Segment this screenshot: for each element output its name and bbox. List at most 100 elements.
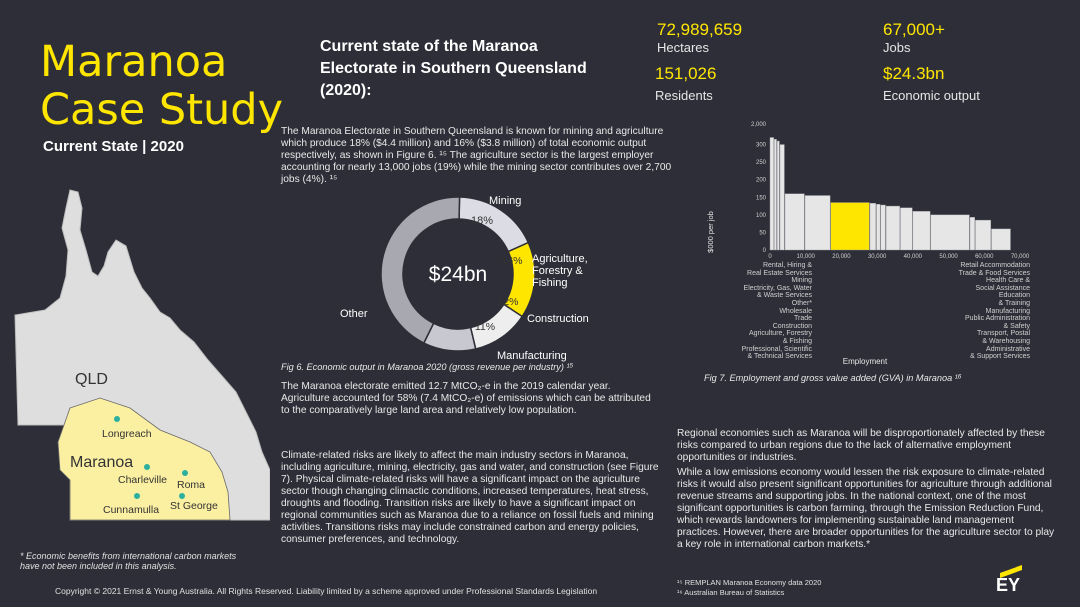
copyright-text: Copyright © 2021 Ernst & Young Australia… <box>55 586 598 596</box>
map-pins <box>114 416 188 499</box>
pin-st-george <box>179 493 185 499</box>
stat-jobs: 67,000+ Jobs <box>883 20 945 55</box>
donut-pct-construction: 12% <box>497 296 518 308</box>
y-tick-label: 300 <box>756 143 767 149</box>
chart-bar <box>876 204 881 251</box>
chart-bar <box>969 217 975 251</box>
industry-label: & Warehousing <box>982 337 1030 345</box>
references: ¹⁵ REMPLAN Maranoa Economy data 2020 ¹⁶ … <box>677 578 821 598</box>
donut-label-mining: Mining <box>489 195 522 207</box>
pin-cunnamulla <box>134 493 140 499</box>
x-tick-label: 0 <box>768 254 772 260</box>
pin-longreach <box>114 416 120 422</box>
region-label: Maranoa <box>70 454 133 471</box>
x-tick-label: 20,000 <box>832 254 851 260</box>
industry-label: Other* <box>791 299 812 307</box>
donut-label-other: Other <box>340 308 368 320</box>
donut-center-value: $24bn <box>429 263 487 286</box>
x-tick-label: 50,000 <box>939 254 958 260</box>
stat-value: $24.3bn <box>883 64 945 83</box>
chart-bar <box>769 137 774 251</box>
maranoa-region <box>57 397 231 521</box>
industry-label: & Waste Services <box>757 292 812 300</box>
industry-label: & Fishing <box>782 337 812 345</box>
industry-label: Health Care & <box>986 277 1030 285</box>
y-tick-label: 250 <box>756 160 767 166</box>
chart-bar <box>784 193 805 251</box>
stat-value: 67,000+ <box>883 20 945 39</box>
industry-label: Rental, Hiring & <box>762 262 812 269</box>
donut-pct-mining: 18% <box>471 215 493 227</box>
chart-bar <box>880 204 886 251</box>
chart-bar <box>869 203 877 251</box>
queensland-map: QLD Maranoa Longreach Charleville Roma C… <box>14 189 270 521</box>
x-tick-label: 10,000 <box>797 254 816 260</box>
industry-label: & Technical Services <box>747 353 812 361</box>
y-tick-label: 2,000 <box>751 122 767 128</box>
town-st-george: St George <box>170 500 218 512</box>
chart-bar <box>779 144 785 251</box>
industry-label: Trade <box>793 315 812 323</box>
chart-bar <box>900 207 913 251</box>
chart-bar <box>912 211 931 251</box>
industry-label: & Safety <box>1003 322 1030 330</box>
industry-label: Administrative <box>986 345 1030 353</box>
stat-residents: 151,026 Residents <box>655 64 716 103</box>
ey-logo-text: EY <box>996 575 1021 595</box>
town-charleville: Charleville <box>118 474 167 486</box>
x-tick-label: 70,000 <box>1011 254 1030 260</box>
y-tick-label: 200 <box>756 178 767 184</box>
industry-label: Professional, Scientific <box>741 345 812 353</box>
donut-label-manufacturing: Manufacturing <box>497 350 567 362</box>
y-tick-label: 50 <box>759 230 766 236</box>
industry-label: Real Estate Services <box>747 269 812 277</box>
stat-label: Hectares <box>657 40 710 55</box>
y-tick-label: 100 <box>756 213 767 219</box>
y-tick-label: 0 <box>763 248 767 254</box>
risks-paragraph: Climate-related risks are likely to affe… <box>281 450 659 545</box>
chart-bar <box>776 140 780 251</box>
chart-left-labels: Rental, Hiring & Real Estate Services Mini… <box>712 262 812 361</box>
reference-16: ¹⁶ Australian Bureau of Statistics <box>677 588 785 597</box>
fig7-caption: Fig 7. Employment and gross value added … <box>704 373 962 383</box>
donut-segment-other <box>380 196 461 345</box>
y-tick-label: 150 <box>756 195 767 201</box>
town-cunnamulla: Cunnamulla <box>103 504 159 516</box>
chart-bar <box>830 202 870 251</box>
donut-label-construction: Construction <box>527 313 589 325</box>
x-axis-label: Employment <box>843 357 888 366</box>
section-heading: Current state of the Maranoa Electorate … <box>320 38 587 99</box>
emissions-paragraph: The Maranoa electorate emitted 12.7 MtCO… <box>281 381 651 416</box>
town-longreach: Longreach <box>102 428 152 440</box>
chart-bar <box>991 228 1011 251</box>
industry-label: Construction <box>772 322 812 330</box>
donut-pct-agri: 16% <box>501 255 522 267</box>
town-roma: Roma <box>177 479 205 491</box>
stat-hectares: 72,989,659 Hectares <box>657 20 742 55</box>
stat-economic-output: $24.3bn Economic output <box>883 64 980 103</box>
industry-label: Social Assistance <box>975 284 1030 292</box>
regional-paragraph-2: While a low emissions economy would less… <box>677 467 1055 550</box>
chart-bar <box>804 195 831 251</box>
carbon-footnote: * Economic benefits from international c… <box>20 551 237 571</box>
stat-label: Residents <box>655 88 713 103</box>
industry-label: Education <box>998 292 1030 300</box>
industry-label: Trade & Food Services <box>958 269 1030 277</box>
industry-label: & Support Services <box>970 353 1030 361</box>
regional-paragraph-1: Regional economies such as Maranoa will … <box>677 428 1045 463</box>
stat-value: 151,026 <box>655 64 717 83</box>
industry-label: & Training <box>998 299 1030 307</box>
employment-gva-chart: 0 50 100 150 200 250 300 2,000 0 10,000 20,000 30,… <box>706 122 1030 366</box>
page-title: Maranoa Case Study <box>40 38 283 134</box>
pin-roma <box>182 470 188 476</box>
stat-label: Jobs <box>883 40 911 55</box>
industry-label: Transport, Postal <box>976 330 1030 338</box>
reference-15: ¹⁵ REMPLAN Maranoa Economy data 2020 <box>677 578 822 587</box>
donut-pct-manufacturing: 11% <box>475 321 495 333</box>
chart-bar <box>774 139 777 251</box>
x-tick-label: 30,000 <box>868 254 887 260</box>
y-axis-label: $000 per job <box>706 211 715 253</box>
state-label: QLD <box>75 371 108 388</box>
page-subtitle: Current State | 2020 <box>43 138 184 155</box>
ey-logo: EY <box>994 565 1024 599</box>
